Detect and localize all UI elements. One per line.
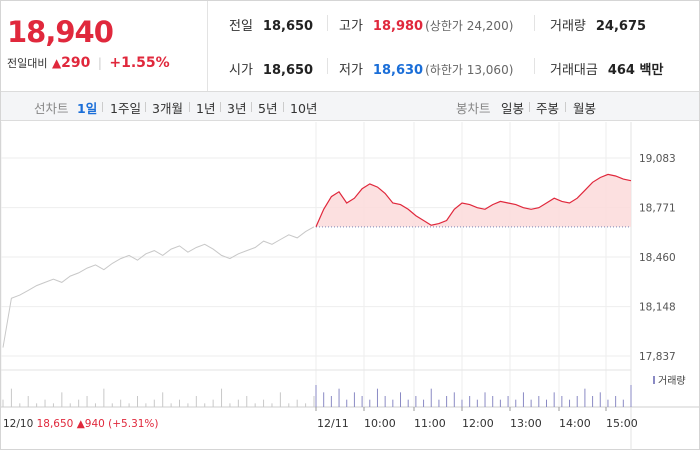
y-tick-label: 18,460 — [639, 252, 676, 264]
quote-header: 18,940 전일대비 ▲290 | +1.55% 전일 18,650 고가 18,… — [1, 1, 699, 91]
period-3m[interactable]: 3개월 — [152, 101, 183, 116]
up-triangle-icon: ▲ — [77, 418, 86, 430]
candle-monthly[interactable]: 월봉 — [573, 101, 597, 116]
period-1d[interactable]: 1일 — [77, 101, 98, 116]
stat-prev-close: 전일 18,650 — [229, 15, 313, 34]
price-chart: 19,083 18,771 18,460 18,148 17,837 거래량 12/11 10… — [0, 122, 699, 450]
period-3y[interactable]: 3년 — [227, 101, 247, 116]
change-label: 전일대비 — [7, 57, 48, 70]
today-line — [315, 173, 632, 228]
x-tick-label: 10:00 — [364, 417, 396, 430]
lower-limit: (하한가 13,060) — [425, 63, 514, 77]
period-1y[interactable]: 1년 — [196, 101, 216, 116]
change-row: 전일대비 ▲290 | +1.55% — [7, 55, 170, 71]
x-tick-label: 12:00 — [462, 417, 494, 430]
divider — [565, 102, 566, 112]
current-price: 18,940 — [7, 15, 114, 49]
stat-value: 18,630 — [372, 63, 424, 78]
x-tick-label: 12/11 — [317, 417, 349, 430]
divider — [220, 102, 221, 112]
y-tick-label: 19,083 — [639, 153, 676, 165]
y-tick-label: 18,148 — [639, 302, 676, 314]
volume-legend-label: 거래량 — [658, 375, 686, 387]
stat-trade-amount: 거래대금 464 백만 — [550, 59, 663, 78]
stat-grid: 전일 18,650 고가 18,980 (상한가 24,200) 거래량 24,675 … — [209, 1, 699, 91]
stat-label: 전일 — [229, 19, 253, 34]
prev-day-summary: 12/10 18,650 ▲940 (+5.31%) — [3, 418, 159, 430]
divider — [534, 58, 535, 74]
divider — [251, 102, 252, 112]
prev-day-price: 18,650 — [37, 418, 77, 430]
stat-label: 거래량 — [550, 19, 586, 34]
upper-limit: (상한가 24,200) — [425, 19, 514, 33]
up-triangle-icon: ▲ — [51, 56, 62, 70]
divider — [102, 102, 103, 112]
divider — [145, 102, 146, 112]
divider — [327, 15, 328, 31]
chart-toolbar: 선차트 1일 1주일 3개월 1년 3년 5년 10년 봉차트 일봉 주봉 월봉 — [1, 91, 699, 121]
x-tick-label: 14:00 — [559, 417, 591, 430]
x-tick-label: 15:00 — [606, 417, 638, 430]
change-value: 290 — [61, 55, 91, 71]
chart-svg: 19,083 18,771 18,460 18,148 17,837 거래량 12/11 10… — [0, 122, 699, 450]
prev-day-change: 940 — [85, 418, 108, 430]
prev-day-date: 12/10 — [3, 418, 37, 430]
price-box: 18,940 전일대비 ▲290 | +1.55% — [1, 1, 208, 91]
stat-label: 고가 — [339, 19, 363, 34]
today-area-fill — [316, 174, 631, 227]
stat-volume: 거래량 24,675 — [550, 15, 646, 34]
stat-value: 18,650 — [262, 19, 314, 34]
x-tick-label: 11:00 — [414, 417, 446, 430]
period-5y[interactable]: 5년 — [258, 101, 278, 116]
volume-legend-swatch — [653, 376, 655, 384]
divider — [529, 102, 530, 112]
x-tick-label: 13:00 — [510, 417, 542, 430]
prev-day-line — [2, 226, 315, 348]
stat-value: 24,675 — [595, 19, 647, 34]
divider — [534, 15, 535, 31]
divider — [283, 102, 284, 112]
stat-label: 거래대금 — [550, 63, 598, 78]
stat-label: 시가 — [229, 63, 253, 78]
stat-high: 고가 18,980 (상한가 24,200) — [339, 15, 513, 34]
candle-weekly[interactable]: 주봉 — [536, 101, 560, 116]
period-1w[interactable]: 1주일 — [110, 101, 141, 116]
stat-value: 464 백만 — [607, 63, 664, 78]
stat-low: 저가 18,630 (하한가 13,060) — [339, 59, 513, 78]
stat-value: 18,650 — [262, 63, 314, 78]
candle-daily[interactable]: 일봉 — [501, 101, 525, 116]
period-10y[interactable]: 10년 — [290, 101, 318, 116]
divider — [327, 58, 328, 74]
change-rate: +1.55% — [109, 55, 170, 71]
line-chart-label: 선차트 — [34, 101, 69, 116]
stat-value: 18,980 — [372, 19, 424, 34]
candle-chart-label: 봉차트 — [456, 101, 491, 116]
y-tick-label: 18,771 — [639, 203, 676, 215]
stat-open: 시가 18,650 — [229, 59, 313, 78]
prev-day-rate: (+5.31%) — [108, 418, 158, 430]
y-tick-label: 17,837 — [639, 351, 676, 363]
stat-label: 저가 — [339, 63, 363, 78]
divider — [189, 102, 190, 112]
divider: | — [97, 56, 102, 70]
